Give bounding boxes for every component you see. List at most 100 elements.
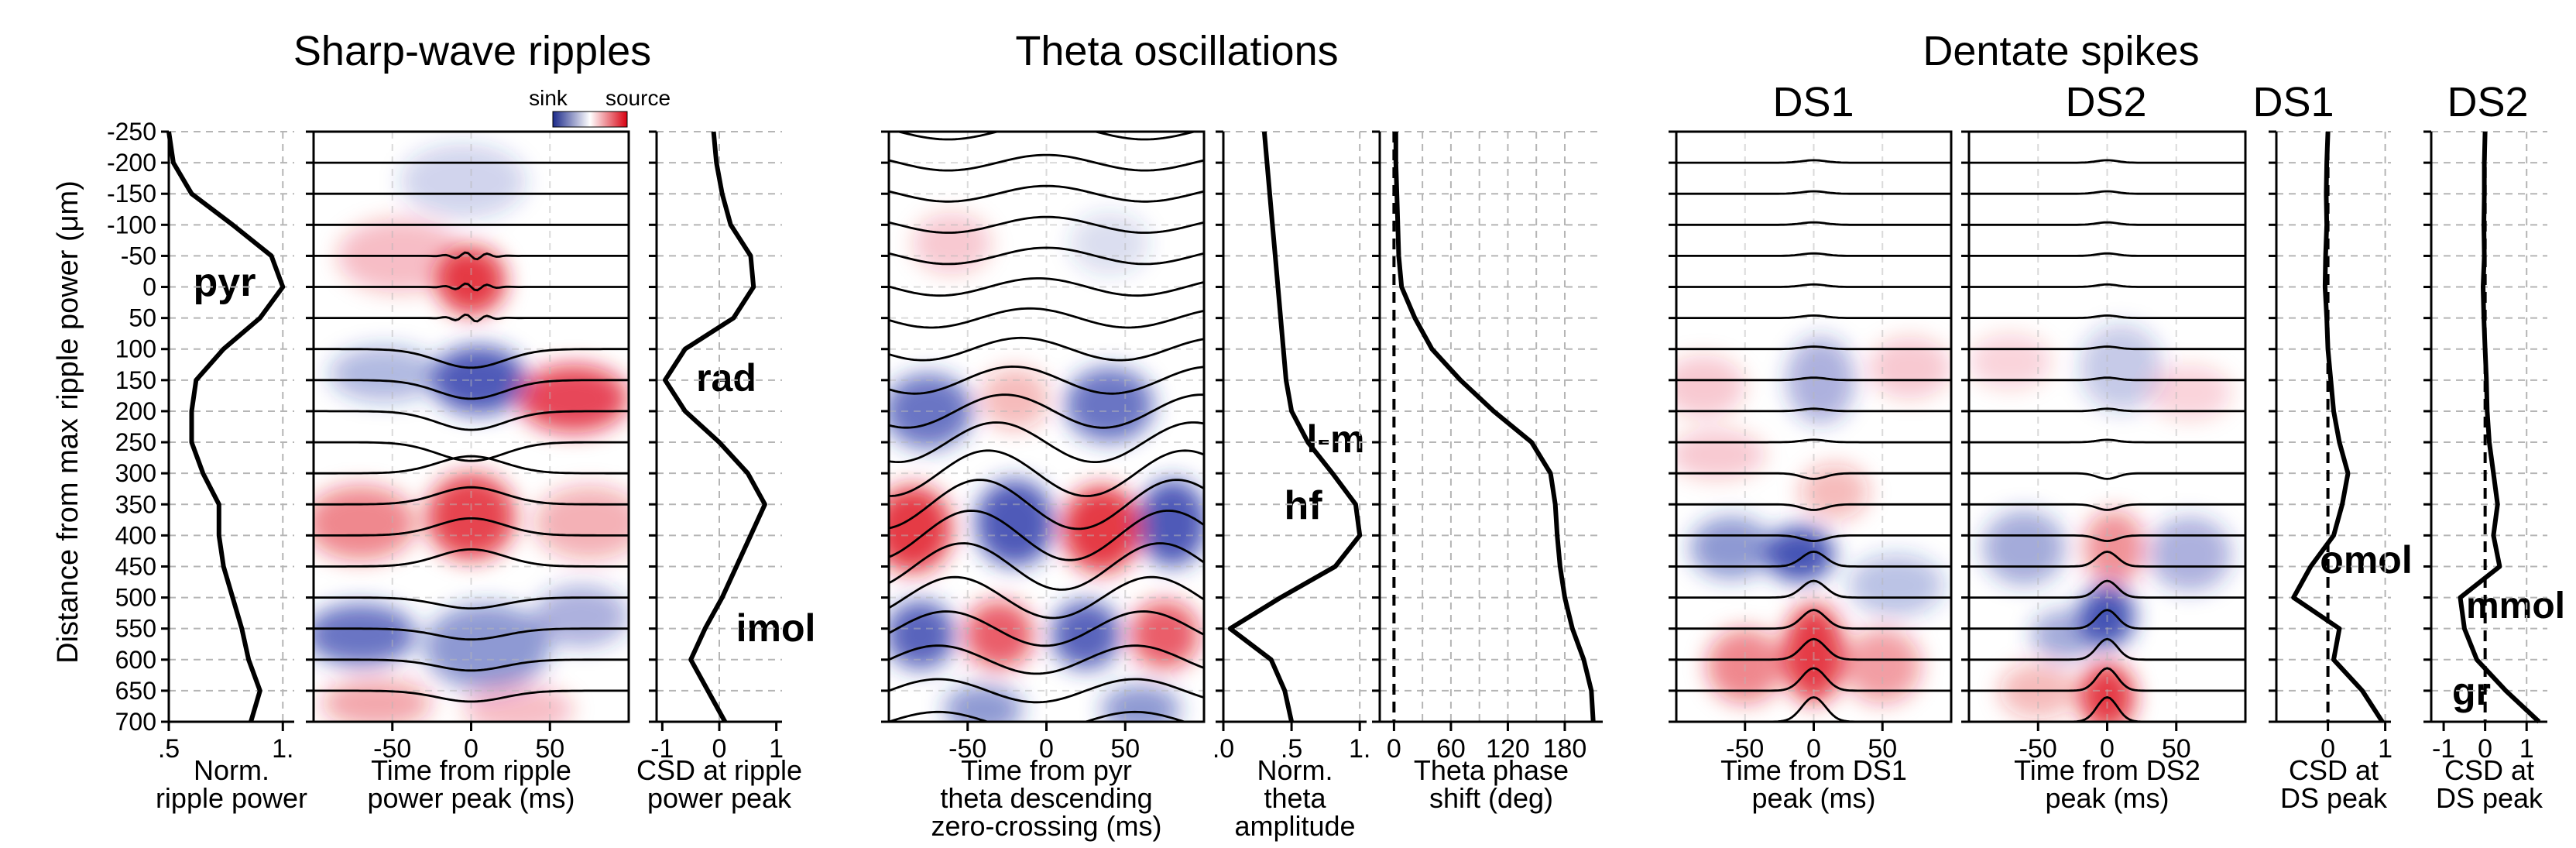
y-tick-label: 350 (115, 490, 156, 518)
theta_phase-xlabel: Theta phase shift (deg) (1414, 754, 1569, 814)
y-tick-label: -200 (107, 149, 156, 177)
ds1_csd_map-csd-field (1676, 132, 1951, 722)
ripple_power-xtick-label: 1. (272, 734, 293, 764)
ds2_csd_map-trace (1969, 534, 2245, 543)
y-tick-label: -100 (107, 211, 156, 239)
theta_phase-xtick-label: 180 (1543, 734, 1587, 764)
ripple_power-xlabel: Norm. ripple power (156, 754, 307, 814)
label-omol: omol (2320, 538, 2412, 582)
swr_csd_map-trace (314, 348, 629, 369)
swr_csd_map-trace (314, 441, 629, 462)
y-tick-label: 100 (115, 335, 156, 363)
section-title-ds: Dentate spikes (1923, 28, 2199, 74)
swr_csd_profile-series-line (663, 131, 767, 723)
theta_csd_map-trace (889, 277, 1204, 297)
ds2_csd_map-csd-blob (2031, 609, 2101, 660)
ds2_csd_map-trace (1969, 695, 2245, 722)
ds2_csd_map-xtick-label: 0 (2100, 734, 2115, 764)
ds1_csd_profile-xlabel: CSD at DS peak (2280, 754, 2388, 814)
ds2_csd_map-trace (1969, 283, 2245, 288)
swr_csd_map-csd-blob (314, 603, 417, 666)
ds1_csd_map-csd-blob (1676, 430, 1766, 480)
swr_csd_map-panel (312, 130, 630, 723)
theta_csd_map-csd-blob (964, 600, 1034, 669)
ds1_csd_map-trace (1676, 345, 1951, 351)
theta_csd_map-xtick-label: 50 (1110, 734, 1140, 764)
ds1_csd_map-trace (1676, 407, 1951, 413)
swr_csd_map-csd-field (314, 132, 629, 722)
ds2_csd_map-trace (1969, 221, 2245, 226)
label-hf: hf (1284, 483, 1322, 528)
ds2_csd_map-trace (1969, 438, 2245, 444)
theta_csd_map-xlabel: Time from pyr theta descending zero-crossi… (931, 754, 1161, 842)
swr_csd_profile-xtick-label: 1 (769, 734, 784, 764)
y-tick-label: 700 (115, 708, 156, 736)
swr_csd_map-xtick-label: 50 (535, 734, 564, 764)
theta_csd_map-trace (889, 610, 1204, 647)
y-tick-label: 500 (115, 584, 156, 612)
ds1_csd_map-trace (1676, 637, 1951, 661)
ds1_csd_profile-xtick-label: 1 (2378, 734, 2392, 764)
ds2_csd_map-panel (1967, 130, 2247, 723)
swr_csd_map-xlabel: Time from ripple power peak (ms) (367, 754, 575, 814)
ds1_csd_map-csd-blob (1868, 336, 1951, 399)
swr_csd_map-csd-blob (533, 585, 629, 647)
panel-title-ds2-map: DS2 (2065, 79, 2146, 125)
ds1_csd_map-trace (1676, 190, 1951, 195)
ds2_csd_map-trace (1969, 503, 2245, 511)
swr_csd_map-trace (314, 689, 629, 703)
ds2_csd_map-csd-field (1969, 132, 2245, 722)
swr_csd_map-csd-blob (400, 144, 527, 219)
ds2_csd_map-csd-blob (2149, 517, 2232, 592)
swr_csd_map-trace (314, 251, 629, 261)
ds2_csd_profile-series-line (2458, 131, 2541, 724)
theta_csd_map-trace (889, 479, 1204, 530)
y-tick-label: 550 (115, 615, 156, 643)
label-pyr: pyr (194, 260, 256, 305)
theta_csd_map-trace (889, 510, 1204, 561)
ds2_csd_map-csd-blob (1982, 510, 2066, 585)
y-tick-label: 250 (115, 428, 156, 456)
ds2_csd_profile-panel (2430, 131, 2547, 724)
y-tick-label: 150 (115, 366, 156, 394)
label-mmol: mmol (2466, 585, 2565, 627)
ds1_csd_map-trace (1676, 283, 1951, 288)
swr_csd_map-trace (314, 486, 629, 506)
swr_csd_profile-xlabel: CSD at ripple power peak (636, 754, 802, 814)
ds1_csd_map-xtick-label: 0 (1806, 734, 1821, 764)
ds2_csd_profile-xtick-label: 1 (2519, 734, 2534, 764)
theta_csd_map-trace (889, 644, 1204, 675)
swr_csd_map-csd-blob (518, 364, 629, 434)
theta_csd_map-trace (889, 184, 1204, 203)
ds1_csd_map-trace (1676, 667, 1951, 692)
panel-title-ds1-map: DS1 (1772, 79, 1854, 125)
ds2_csd_map-xlabel: Time from DS2 peak (ms) (2014, 754, 2200, 814)
swr_csd_map-trace (314, 517, 629, 537)
swr_csd_map-trace (314, 548, 629, 568)
ds2_csd_profile-xtick-label: -1 (2432, 734, 2455, 764)
ds1_csd_map-trace (1676, 695, 1951, 722)
theta_csd_map-trace (894, 132, 1199, 141)
theta_csd_map-trace (889, 575, 1204, 620)
ds1_csd_map-trace (1676, 472, 1951, 480)
theta_csd_map-csd-blob (912, 212, 992, 275)
theta_phase-xtick-label: 60 (1436, 734, 1466, 764)
label-rad: rad (696, 356, 756, 400)
ds1_csd_map-csd-blob (1847, 554, 1945, 616)
swr_csd_map-trace (314, 596, 629, 609)
ds2_csd_map-csd-blob (2079, 324, 2163, 411)
y-tick-label: 300 (115, 459, 156, 487)
swr_csd_map-csd-blob (424, 603, 551, 691)
swr_csd_map-trace (314, 658, 629, 672)
swr_csd_map-xtick-label: -50 (373, 734, 411, 764)
ds1_csd_map-trace (1676, 534, 1951, 543)
theta_csd_map-csd-blob (889, 486, 952, 573)
ds2_csd_map-trace (1969, 550, 2245, 568)
y-tick-label: 400 (115, 521, 156, 549)
theta_csd_map-csd-blob (1101, 684, 1181, 722)
ds1_csd_map-csd-blob (1786, 336, 1855, 424)
ds1_csd_profile-xtick-label: 0 (2320, 734, 2335, 764)
swr_csd_profile-xtick-label: 0 (712, 734, 727, 764)
ds2_csd_profile-xlabel: CSD at DS peak (2436, 754, 2543, 814)
theta_csd_map-csd-blob (1137, 479, 1204, 567)
